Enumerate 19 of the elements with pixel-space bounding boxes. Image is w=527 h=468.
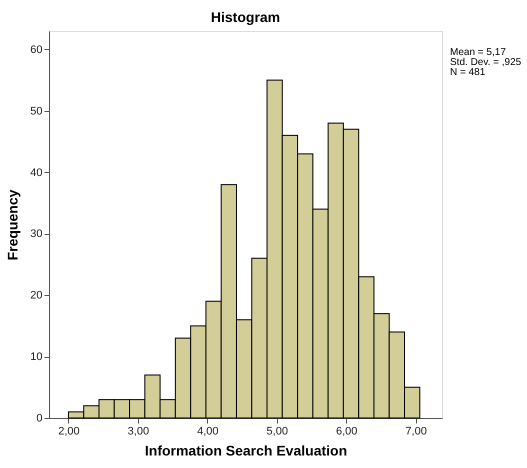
- y-tick-label: 10: [30, 351, 42, 364]
- x-tick-label: 5,00: [266, 426, 288, 438]
- y-tick-label: 40: [30, 166, 42, 179]
- chart-title: Histogram: [210, 9, 280, 25]
- text: Mean = 5,17: [450, 47, 506, 58]
- x-tick-label: 2,00: [58, 426, 80, 438]
- x-tick-label: 6,00: [336, 426, 358, 438]
- y-tick-label: 50: [30, 105, 42, 118]
- text: Std. Dev. = ,925: [450, 57, 522, 68]
- y-tick-label: 30: [30, 228, 42, 240]
- text: N = 481: [450, 67, 486, 78]
- y-tick-label: 20: [30, 290, 42, 302]
- x-tick-label: 7,00: [405, 426, 427, 438]
- x-axis-title: Information Search Evaluation: [144, 442, 348, 458]
- y-tick-label: 60: [30, 44, 42, 56]
- x-tick-label: 4,00: [197, 426, 219, 438]
- x-tick-label: 3,00: [128, 426, 150, 438]
- y-tick-label: 0: [36, 412, 42, 424]
- y-axis-title: Frequency: [4, 189, 20, 260]
